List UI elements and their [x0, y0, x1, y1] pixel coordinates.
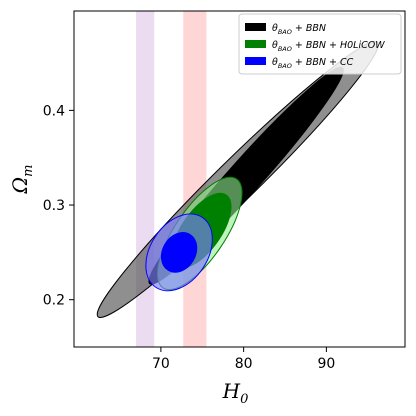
x-axis-label-sub: 0: [240, 392, 248, 407]
y-tick-label: 0.3: [43, 198, 65, 214]
y-axis-label-main: Ω: [8, 177, 32, 195]
legend: θBAO + BBN θBAO + BBN + H0LiCOW θBAO + BBN…: [238, 13, 402, 75]
y-tick-label: 0.4: [43, 103, 65, 119]
plot-area: [96, 11, 379, 347]
y-tick-label: 0.2: [43, 293, 65, 309]
x-axis-label-main: H: [222, 379, 241, 403]
x-axis-label: H0: [222, 379, 249, 407]
x-tick-label: 70: [152, 356, 170, 372]
y-axis-label: Ωm: [8, 165, 36, 195]
legend-swatch: [245, 57, 266, 65]
legend-swatch: [245, 40, 266, 48]
purple-band: [136, 11, 155, 347]
plot-frame: [73, 10, 406, 348]
legend-box: [238, 13, 402, 75]
legend-label: θBAO + BBN + H0LiCOW: [272, 40, 385, 53]
contour-bao-bbn-cc-68: [160, 232, 198, 273]
x-tick-label: 90: [317, 356, 335, 372]
legend-swatch: [245, 23, 266, 31]
legend-label: θBAO + BBN + CC: [272, 57, 354, 70]
red-band: [183, 11, 207, 347]
y-axis-label-sub: m: [21, 165, 36, 177]
legend-label: θBAO + BBN: [272, 23, 326, 36]
axis-ticks: 70 80 90 0.2 0.3 0.4: [43, 103, 336, 372]
x-tick-label: 80: [235, 356, 253, 372]
